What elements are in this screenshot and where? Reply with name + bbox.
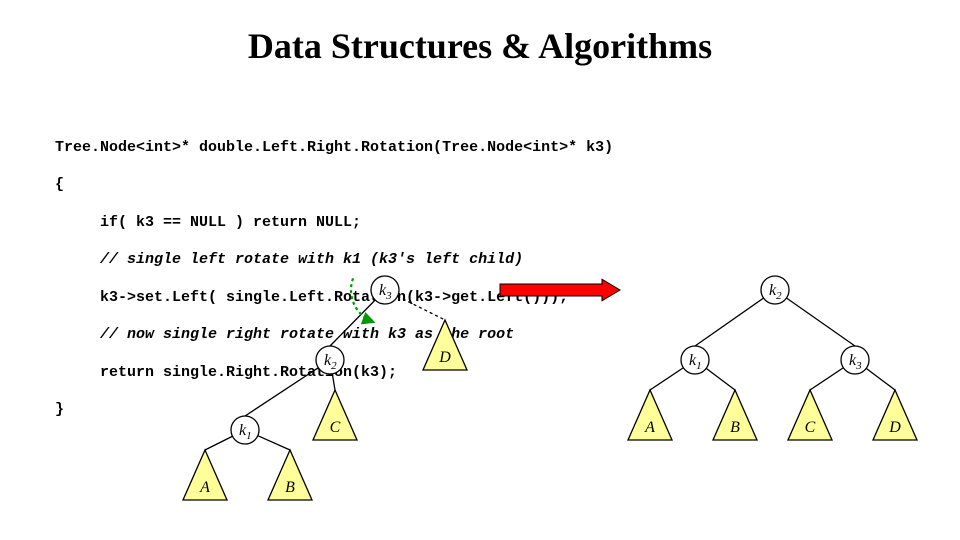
- svg-text:A: A: [644, 419, 655, 436]
- svg-text:B: B: [285, 479, 295, 496]
- svg-text:D: D: [888, 419, 901, 436]
- code-block: Tree.Node<int>* double.Left.Right.Rotati…: [55, 120, 613, 439]
- svg-text:k3: k3: [849, 352, 862, 372]
- code-comment: // now single right rotate with k3 as th…: [55, 326, 613, 345]
- svg-text:A: A: [199, 479, 210, 496]
- svg-text:C: C: [805, 419, 816, 436]
- code-line: return single.Right.Rotation(k3);: [55, 364, 613, 383]
- code-line: {: [55, 176, 613, 195]
- code-line: if( k3 == NULL ) return NULL;: [55, 214, 613, 233]
- svg-text:k1: k1: [689, 352, 702, 372]
- code-line: }: [55, 401, 613, 420]
- code-line: Tree.Node<int>* double.Left.Right.Rotati…: [55, 139, 613, 158]
- svg-text:B: B: [730, 419, 740, 436]
- page-title: Data Structures & Algorithms: [0, 25, 960, 67]
- code-comment: // single left rotate with k1 (k3's left…: [55, 251, 613, 270]
- svg-text:k2: k2: [769, 282, 782, 302]
- code-line: k3->set.Left( single.Left.Rotation(k3->g…: [55, 289, 613, 308]
